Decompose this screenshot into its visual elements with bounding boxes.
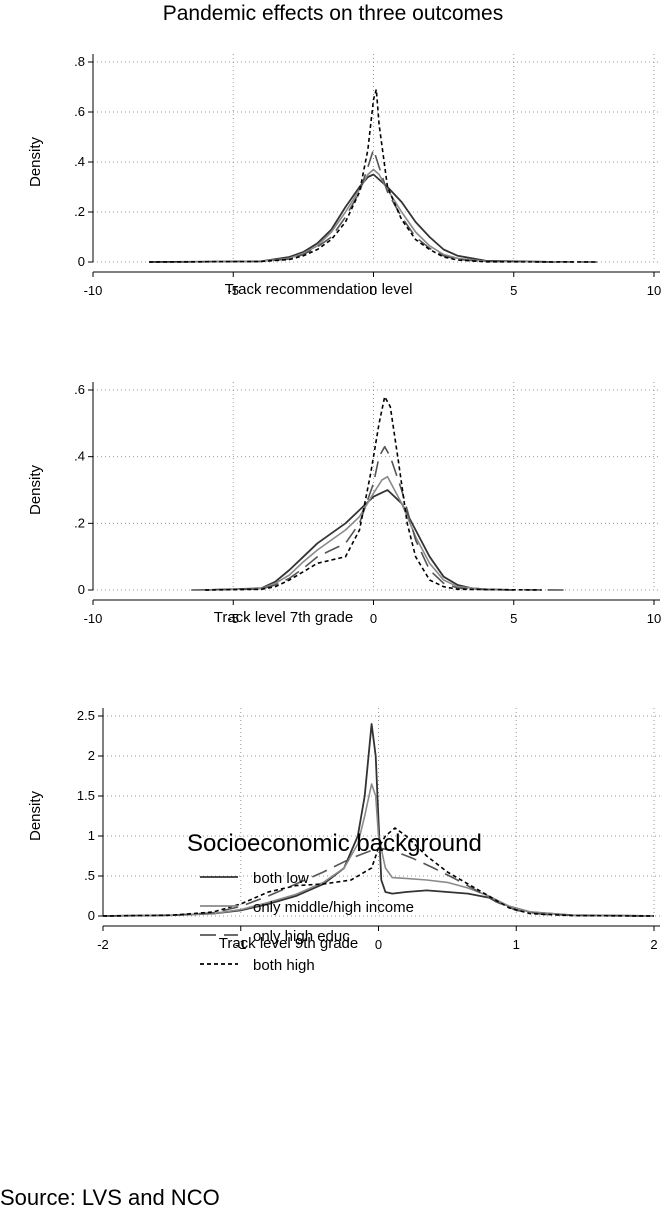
source-note: Source: LVS and NCO [0,1185,220,1210]
y-tick-label: 2 [88,748,95,763]
x-tick-label: -10 [84,283,103,298]
x-tick-label: 2 [650,937,657,952]
y-tick-label: .2 [74,204,85,219]
panel-2: -10 -5 0 5 10 0 .2 .4 .6 Track level 7th grade Den… [27,382,661,626]
panel-3: -2 -1 0 1 2 0 .5 1 1.5 2 2.5 Track level 9th grade D… [27,708,660,952]
y-tick-label: 1 [88,828,95,843]
legend-title: Socioeconomic background [187,830,482,857]
series-line-4 [149,88,598,263]
series-line-4 [205,395,542,591]
x-tick-label: 10 [647,611,661,626]
legend-label-2: only middle/high income [253,899,414,916]
series-line-3 [102,847,655,917]
y-tick-label: 0 [88,908,95,923]
y-axis-label: Density [27,790,44,841]
x-tick-label: 0 [370,283,377,298]
y-tick-label: .8 [74,54,85,69]
x-tick-label: 0 [375,937,382,952]
x-axis-label: Track level 9th grade [219,935,359,952]
x-axis-label: Track level 7th grade [214,609,354,626]
y-tick-label: 1.5 [77,788,95,803]
y-tick-label: .6 [74,104,85,119]
y-tick-label: .4 [74,154,85,169]
series-line-2 [177,168,556,263]
x-axis-label: Track recommendation level [225,281,413,298]
x-tick-label: 0 [370,611,377,626]
y-tick-label: .5 [84,868,95,883]
panel-1: -10 -5 0 5 10 0 .2 .4 .6 .8 Track recommendation l… [27,54,661,298]
series-line-3 [177,148,598,263]
chart-title: Pandemic effects on three outcomes [162,2,504,25]
series-line-1 [205,489,514,591]
y-axis-label: Density [27,136,44,187]
series-line-3 [191,445,565,591]
y-tick-label: 0 [78,254,85,269]
legend-label-3: only high educ [253,928,350,945]
series-line-1 [149,173,556,263]
y-tick-label: 0 [78,582,85,597]
legend-label-4: both high [253,957,315,974]
x-tick-label: 5 [510,611,517,626]
x-tick-label: 5 [510,283,517,298]
x-tick-label: 10 [647,283,661,298]
x-tick-label: -2 [97,937,109,952]
x-tick-label: -10 [84,611,103,626]
series-line-4 [102,827,655,917]
y-tick-label: .6 [74,382,85,397]
y-axis-label: Density [27,464,44,515]
x-tick-label: -5 [227,283,239,298]
y-tick-label: .4 [74,449,85,464]
y-tick-label: .2 [74,515,85,530]
legend-label-1: both low [253,870,309,887]
x-tick-label: -1 [235,937,247,952]
legend: both low only middle/high income only high… [200,870,414,974]
y-tick-label: 2.5 [77,708,95,723]
series-line-2 [205,475,514,591]
x-tick-label: 1 [513,937,520,952]
x-tick-label: -5 [227,611,239,626]
